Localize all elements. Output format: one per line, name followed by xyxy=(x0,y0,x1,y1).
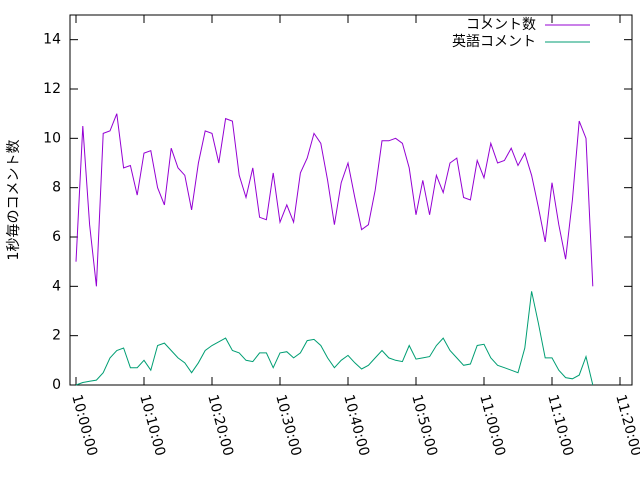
x-tick-label: 10:50:00 xyxy=(408,393,440,458)
x-tick-label: 10:00:00 xyxy=(68,393,100,458)
legend-label: コメント数 xyxy=(466,17,536,33)
y-tick-label: 14 xyxy=(43,32,61,48)
y-tick-label: 8 xyxy=(52,180,61,196)
legend-label: 英語コメント xyxy=(452,33,536,50)
plot-frame xyxy=(69,14,633,386)
y-tick-label: 12 xyxy=(43,81,61,97)
data-line xyxy=(75,291,594,386)
y-tick-label: 2 xyxy=(52,328,61,344)
y-tick-label: 4 xyxy=(52,278,61,294)
data-line xyxy=(75,113,594,287)
x-tick-label: 10:10:00 xyxy=(136,393,168,458)
x-tick-label: 11:20:00 xyxy=(612,393,640,458)
y-tick-label: 6 xyxy=(52,229,61,245)
y-tick-label: 0 xyxy=(52,377,61,393)
x-tick-label: 10:40:00 xyxy=(340,393,372,458)
y-axis-label: 1秒毎のコメント数 xyxy=(6,140,22,261)
x-tick-label: 11:10:00 xyxy=(544,393,576,458)
x-tick-label: 10:30:00 xyxy=(272,393,304,458)
y-tick-label: 10 xyxy=(43,130,61,146)
x-tick-label: 11:00:00 xyxy=(476,393,508,458)
x-tick-label: 10:20:00 xyxy=(204,393,236,458)
